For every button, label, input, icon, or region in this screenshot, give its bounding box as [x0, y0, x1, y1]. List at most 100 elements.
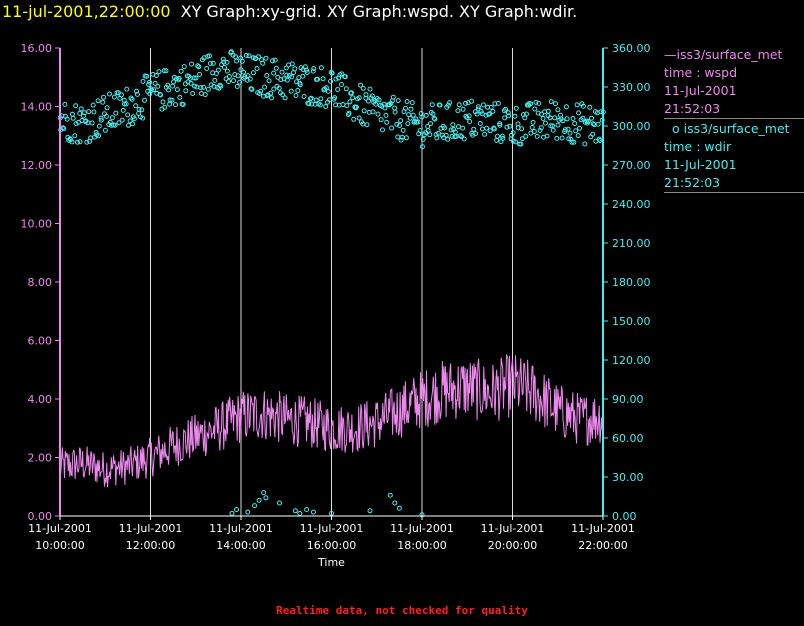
wdir-point [540, 116, 546, 121]
wdir-point [495, 133, 500, 139]
wdir-point [268, 90, 274, 96]
wdir-point [479, 126, 485, 132]
wdir-point [75, 139, 80, 145]
wdir-point [366, 109, 372, 115]
wdir-point [295, 88, 301, 93]
wdir-point [256, 54, 262, 60]
wdir-point [126, 122, 131, 128]
y-left-tick-label: 14.00 [21, 101, 53, 114]
wdir-point [595, 121, 601, 127]
wdir-point [574, 102, 580, 108]
wdir-point [241, 69, 247, 75]
wdir-point [356, 115, 362, 121]
wdir-point [512, 113, 518, 119]
wdir-point [284, 77, 290, 83]
wdir-point [70, 115, 76, 121]
wdir-point [304, 70, 310, 75]
wdir-point [279, 69, 285, 75]
wdir-point [589, 115, 594, 121]
wdir-point [245, 509, 251, 515]
wdir-point [206, 53, 212, 59]
wdir-point [222, 64, 227, 70]
x-tick-label: 16:00:00 [307, 539, 356, 552]
x-tick-label: 18:00:00 [397, 539, 446, 552]
wdir-point [564, 116, 570, 122]
y-right-tick-label: 60.00 [612, 432, 644, 445]
y-right-tick-label: 0.00 [612, 510, 637, 523]
wdir-point [142, 97, 147, 103]
wdir-point [356, 95, 362, 101]
wdir-point [113, 110, 119, 116]
wdir-point [494, 137, 500, 143]
wdir-point [109, 115, 115, 121]
wdir-point [478, 108, 484, 114]
quality-notice: Realtime data, not checked for quality [276, 604, 528, 617]
wdir-point [251, 70, 256, 76]
wdir-point [198, 91, 204, 96]
wspd-line [59, 353, 604, 488]
wdir-point [323, 85, 329, 91]
wdir-point [445, 102, 451, 108]
wdir-point [62, 101, 68, 107]
wdir-point [86, 109, 92, 115]
wdir-point [119, 117, 125, 123]
wdir-point [548, 99, 554, 105]
wdir-point [437, 102, 443, 108]
wdir-point [329, 70, 335, 76]
y-right-tick-label: 330.00 [612, 81, 651, 94]
y-right-tick-label: 210.00 [612, 237, 651, 250]
wdir-point [477, 121, 483, 126]
wdir-point [261, 490, 267, 496]
wdir-point [229, 510, 235, 516]
wdir-point [90, 102, 96, 108]
x-tick-label: 11-Jul-2001 [28, 522, 92, 535]
wdir-point [122, 101, 127, 107]
y-right-tick-label: 270.00 [612, 159, 651, 172]
wdir-point [329, 510, 334, 516]
wdir-point [93, 129, 99, 135]
wdir-point [310, 68, 316, 74]
line-symbol-icon: — [664, 47, 677, 62]
wdir-point [528, 101, 534, 107]
wdir-point [415, 119, 421, 125]
wdir-point [292, 508, 298, 514]
wdir-point [562, 127, 568, 133]
wdir-point [196, 64, 202, 70]
wdir-point [344, 103, 350, 109]
wdir-point [510, 130, 516, 136]
wdir-point [432, 116, 438, 122]
wdir-point [271, 70, 277, 76]
wdir-point [77, 139, 83, 145]
wdir-point [224, 59, 230, 65]
x-tick-label: 11-Jul-2001 [119, 522, 183, 535]
wdir-point [443, 132, 449, 138]
wdir-point [353, 104, 359, 110]
wdir-point [431, 115, 437, 121]
wdir-point [155, 83, 161, 89]
wdir-point [98, 117, 104, 123]
wdir-point [392, 105, 398, 111]
wdir-point [547, 115, 553, 121]
wdir-point [392, 500, 398, 506]
wdir-point [273, 65, 279, 71]
wdir-point [328, 69, 334, 75]
wdir-point [262, 84, 268, 90]
graph-titles: XY Graph:xy-grid. XY Graph:wspd. XY Grap… [180, 2, 578, 21]
wdir-point [471, 126, 477, 132]
wdir-point [532, 106, 538, 112]
y-left-tick-label: 0.00 [28, 510, 53, 523]
wdir-point [252, 503, 258, 509]
wdir-point [373, 101, 379, 107]
wdir-point [131, 116, 137, 122]
wdir-point [89, 120, 95, 126]
wdir-point [297, 82, 303, 88]
wdir-point [349, 90, 354, 96]
wdir-point [304, 507, 310, 512]
y-left-tick-label: 6.00 [28, 335, 53, 348]
wdir-point [140, 115, 146, 121]
wdir-point [448, 127, 454, 133]
wdir-point [537, 128, 543, 133]
wdir-point [530, 119, 536, 125]
wdir-point [343, 86, 349, 92]
wdir-point [339, 82, 344, 87]
